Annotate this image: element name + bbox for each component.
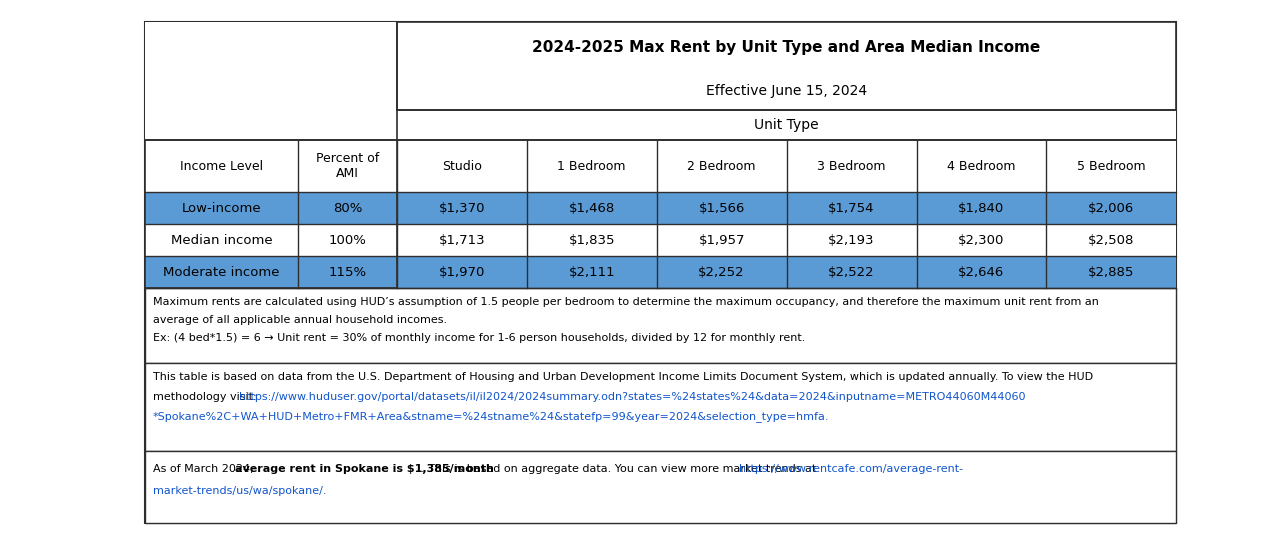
Text: This table is based on data from the U.S. Department of Housing and Urban Develo: This table is based on data from the U.S…	[152, 372, 1093, 382]
Text: *Spokane%2C+WA+HUD+Metro+FMR+Area&stname=%24stname%24&statefp=99&year=2024&selec: *Spokane%2C+WA+HUD+Metro+FMR+Area&stname…	[152, 412, 829, 422]
Text: $1,840: $1,840	[959, 202, 1005, 214]
Text: 4 Bedroom: 4 Bedroom	[947, 160, 1016, 172]
Text: $2,300: $2,300	[959, 234, 1005, 246]
Bar	[146, 140, 397, 288]
Text: $2,885: $2,885	[1088, 265, 1134, 278]
Bar	[397, 22, 1176, 110]
Text: 2 Bedroom: 2 Bedroom	[687, 160, 756, 172]
Text: $1,754: $1,754	[828, 202, 874, 214]
Bar	[146, 140, 1176, 192]
Text: $1,468: $1,468	[568, 202, 614, 214]
Text: $2,111: $2,111	[568, 265, 616, 278]
Text: Median income: Median income	[170, 234, 273, 246]
Bar	[397, 110, 1176, 140]
Text: Effective June 15, 2024: Effective June 15, 2024	[707, 84, 867, 98]
Text: $1,957: $1,957	[699, 234, 745, 246]
Text: 80%: 80%	[333, 202, 362, 214]
Text: Maximum rents are calculated using HUD’s assumption of 1.5 people per bedroom to: Maximum rents are calculated using HUD’s…	[152, 297, 1098, 307]
Text: Studio: Studio	[442, 160, 481, 172]
Text: https://www.rentcafe.com/average-rent-: https://www.rentcafe.com/average-rent-	[739, 464, 963, 474]
Bar	[146, 192, 1176, 224]
Text: $2,252: $2,252	[699, 265, 745, 278]
Text: Ex: (4 bed*1.5) = 6 → Unit rent = 30% of monthly income for 1-6 person household: Ex: (4 bed*1.5) = 6 → Unit rent = 30% of…	[152, 333, 805, 343]
Text: $1,370: $1,370	[439, 202, 485, 214]
Text: As of March 2024,: As of March 2024,	[152, 464, 257, 474]
Text: $2,646: $2,646	[959, 265, 1005, 278]
Text: $1,970: $1,970	[439, 265, 485, 278]
Text: $2,193: $2,193	[828, 234, 874, 246]
Text: 1 Bedroom: 1 Bedroom	[558, 160, 626, 172]
Text: Moderate income: Moderate income	[164, 265, 280, 278]
Text: $2,522: $2,522	[828, 265, 876, 278]
Bar	[146, 22, 397, 140]
Text: Low-income: Low-income	[182, 202, 261, 214]
Bar	[146, 224, 1176, 256]
Text: https://www.huduser.gov/portal/datasets/il/il2024/2024summary.odn?states=%24stat: https://www.huduser.gov/portal/datasets/…	[239, 392, 1025, 402]
Bar	[146, 451, 1176, 523]
Text: methodology visit:: methodology visit:	[152, 392, 260, 402]
Bar	[146, 363, 1176, 451]
Text: 2024-2025 Max Rent by Unit Type and Area Median Income: 2024-2025 Max Rent by Unit Type and Area…	[532, 40, 1041, 54]
Text: 100%: 100%	[329, 234, 366, 246]
Text: market-trends/us/wa/spokane/.: market-trends/us/wa/spokane/.	[152, 486, 326, 496]
Text: 115%: 115%	[328, 265, 366, 278]
Text: average rent in Spokane is $1,385/month: average rent in Spokane is $1,385/month	[234, 464, 494, 474]
Text: Unit Type: Unit Type	[754, 118, 819, 132]
Text: 3 Bedroom: 3 Bedroom	[818, 160, 886, 172]
Text: $1,835: $1,835	[568, 234, 614, 246]
Text: average of all applicable annual household incomes.: average of all applicable annual househo…	[152, 315, 447, 325]
Bar	[146, 256, 1176, 288]
Bar	[146, 22, 1176, 523]
Bar	[146, 288, 1176, 363]
Text: $2,508: $2,508	[1088, 234, 1134, 246]
Text: $2,006: $2,006	[1088, 202, 1134, 214]
Text: $1,713: $1,713	[439, 234, 485, 246]
Text: Income Level: Income Level	[180, 160, 264, 172]
Bar	[397, 22, 1176, 110]
Text: Percent of
AMI: Percent of AMI	[316, 152, 379, 180]
Text: . This is based on aggregate data. You can view more market trends at: . This is based on aggregate data. You c…	[421, 464, 819, 474]
Text: 5 Bedroom: 5 Bedroom	[1076, 160, 1146, 172]
Text: $1,566: $1,566	[699, 202, 745, 214]
